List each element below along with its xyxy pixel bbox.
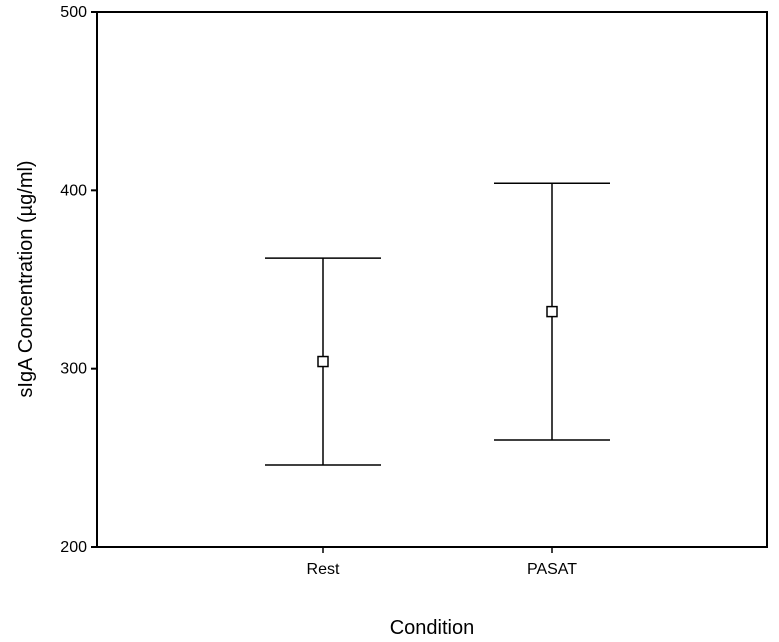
plot-frame bbox=[96, 11, 768, 548]
y-axis-ticks: 200 300 400 500 bbox=[60, 4, 97, 556]
x-tick-label: Rest bbox=[307, 561, 340, 578]
x-axis-title: Condition bbox=[390, 617, 475, 639]
x-axis-ticks: Rest PASAT bbox=[307, 547, 577, 578]
error-bars bbox=[265, 182, 610, 466]
mean-marker bbox=[546, 305, 558, 318]
y-tick-label: 500 bbox=[60, 4, 87, 21]
y-axis-title: sIgA Concentration (µg/ml) bbox=[15, 160, 37, 397]
y-tick-label: 200 bbox=[60, 539, 87, 556]
x-tick-label: PASAT bbox=[527, 561, 577, 578]
y-tick-label: 400 bbox=[60, 182, 87, 199]
mean-marker bbox=[317, 355, 329, 368]
y-tick-label: 300 bbox=[60, 361, 87, 378]
